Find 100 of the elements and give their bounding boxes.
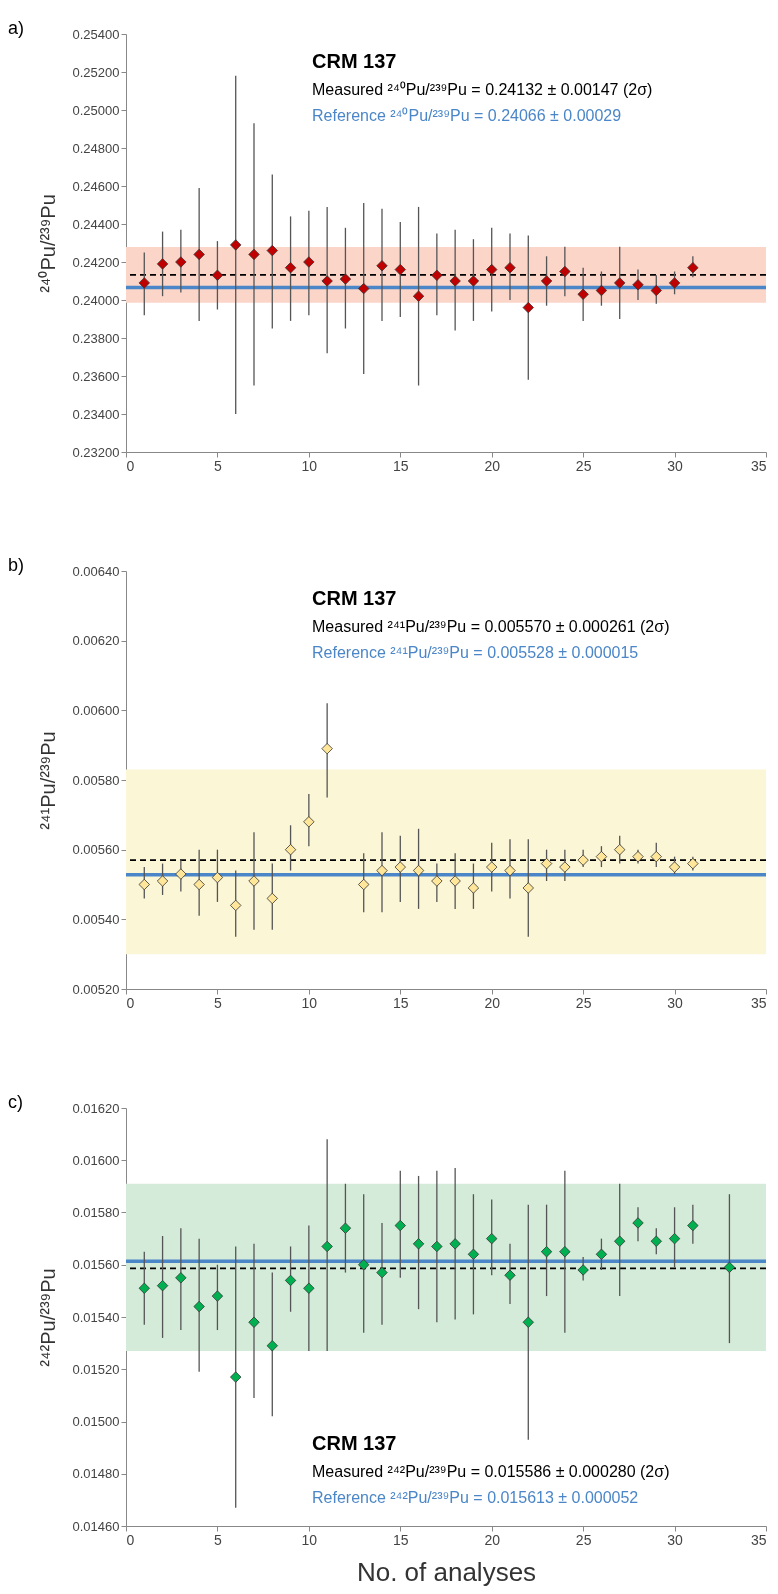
x-tick-label: 25 — [575, 457, 592, 474]
point — [632, 279, 644, 291]
y-tick-label: 0.00560 — [72, 842, 120, 858]
point — [303, 1282, 315, 1294]
y-tick-label: 0.24200 — [72, 254, 120, 270]
x-tick-label: 35 — [750, 457, 767, 474]
x-tick-label: 10 — [301, 994, 318, 1011]
point — [156, 1280, 169, 1292]
x-tick-label: 30 — [667, 1531, 684, 1548]
point — [577, 288, 589, 300]
point — [266, 892, 278, 905]
y-tick-label: 0.01600 — [72, 1152, 120, 1168]
point — [650, 284, 662, 297]
y-axis-title: ²⁴¹Pu/²³⁹Pu — [36, 731, 59, 830]
text: b) — [8, 555, 25, 575]
point — [486, 263, 498, 276]
x-tick-label: 20 — [484, 1531, 501, 1548]
y-tick-label: 0.24000 — [72, 292, 120, 308]
point — [486, 861, 498, 873]
point — [321, 275, 333, 287]
annotation: CRM 137 — [312, 50, 397, 72]
point — [303, 256, 315, 268]
point — [687, 1219, 699, 1232]
y-tick-label: 0.25000 — [72, 102, 120, 118]
point — [522, 301, 534, 314]
point — [394, 263, 406, 276]
x-tick-label: 30 — [667, 994, 684, 1011]
text: c) — [8, 1092, 23, 1112]
point — [358, 878, 370, 891]
point — [614, 844, 626, 856]
y-tick-label: 0.23800 — [72, 330, 120, 346]
point — [339, 1222, 352, 1234]
point — [687, 262, 699, 274]
point — [193, 1300, 205, 1313]
point — [303, 816, 315, 828]
x-tick-label: 25 — [575, 1531, 592, 1548]
point — [248, 1316, 260, 1328]
x-tick-label: 35 — [750, 1531, 767, 1548]
point — [559, 265, 571, 278]
x-tick-label: 5 — [214, 457, 223, 474]
point — [412, 864, 425, 877]
x-tick-label: 20 — [484, 457, 501, 474]
point — [504, 1269, 516, 1281]
point — [175, 868, 187, 880]
point — [175, 256, 187, 268]
point — [175, 1272, 187, 1284]
y-tick-label: 0.01580 — [72, 1205, 120, 1220]
point — [431, 1240, 443, 1253]
y-tick-label: 0.25400 — [72, 26, 120, 42]
point — [449, 875, 461, 887]
point — [614, 277, 626, 289]
y-tick-label: 0.01460 — [72, 1518, 120, 1534]
y-tick-label: 0.01500 — [72, 1414, 120, 1429]
point — [412, 290, 425, 302]
point — [650, 850, 662, 863]
x-tick-label: 15 — [393, 1531, 409, 1548]
point — [266, 1340, 278, 1352]
point — [284, 844, 297, 856]
annotation: Reference ²⁴⁰Pu/²³⁹Pu = 0.24066 ± 0.00029 — [312, 107, 622, 124]
point — [504, 262, 516, 274]
y-tick-label: 0.01480 — [72, 1466, 120, 1482]
y-tick-label: 0.00580 — [72, 772, 120, 788]
y-tick-label: 0.00520 — [72, 981, 120, 997]
y-tick-label: 0.23400 — [72, 406, 120, 422]
annotation: Reference ²⁴¹Pu/²³⁹Pu = 0.005528 ± 0.000015 — [312, 644, 639, 661]
annotation: Measured ²⁴¹Pu/²³⁹Pu = 0.005570 ± 0.000261 (2σ) — [312, 618, 670, 635]
y-axis-title: ²⁴²Pu/²³⁹Pu — [36, 1268, 59, 1367]
point — [595, 1248, 608, 1260]
x-tick-label: 30 — [667, 457, 684, 474]
point — [230, 1371, 242, 1383]
point — [358, 282, 370, 295]
point — [211, 1290, 224, 1302]
point — [632, 1217, 644, 1229]
point — [467, 882, 480, 894]
point — [632, 850, 644, 863]
annotation: CRM 137 — [312, 1432, 397, 1454]
x-tick-label: 15 — [393, 457, 409, 474]
point — [156, 258, 169, 270]
x-tick-label: 5 — [214, 994, 223, 1011]
x-tick-label: 0 — [126, 457, 135, 474]
y-tick-label: 0.23200 — [72, 444, 120, 460]
y-tick-label: 0.01560 — [72, 1257, 120, 1273]
point — [321, 743, 333, 755]
point — [248, 875, 260, 887]
point — [156, 875, 169, 887]
point — [339, 273, 352, 285]
point — [193, 878, 205, 891]
point — [412, 1238, 425, 1250]
y-tick-label: 0.00540 — [72, 911, 120, 927]
x-tick-label: 0 — [126, 994, 135, 1011]
point — [449, 1238, 461, 1250]
point — [211, 269, 224, 281]
x-tick-label: 5 — [214, 1531, 223, 1548]
text: a) — [8, 18, 25, 38]
y-tick-label: 0.24800 — [72, 140, 120, 156]
y-tick-label: 0.24400 — [72, 216, 120, 232]
point — [376, 864, 388, 877]
point — [577, 1264, 589, 1276]
x-tick-label: 15 — [393, 994, 409, 1011]
point — [577, 854, 589, 866]
